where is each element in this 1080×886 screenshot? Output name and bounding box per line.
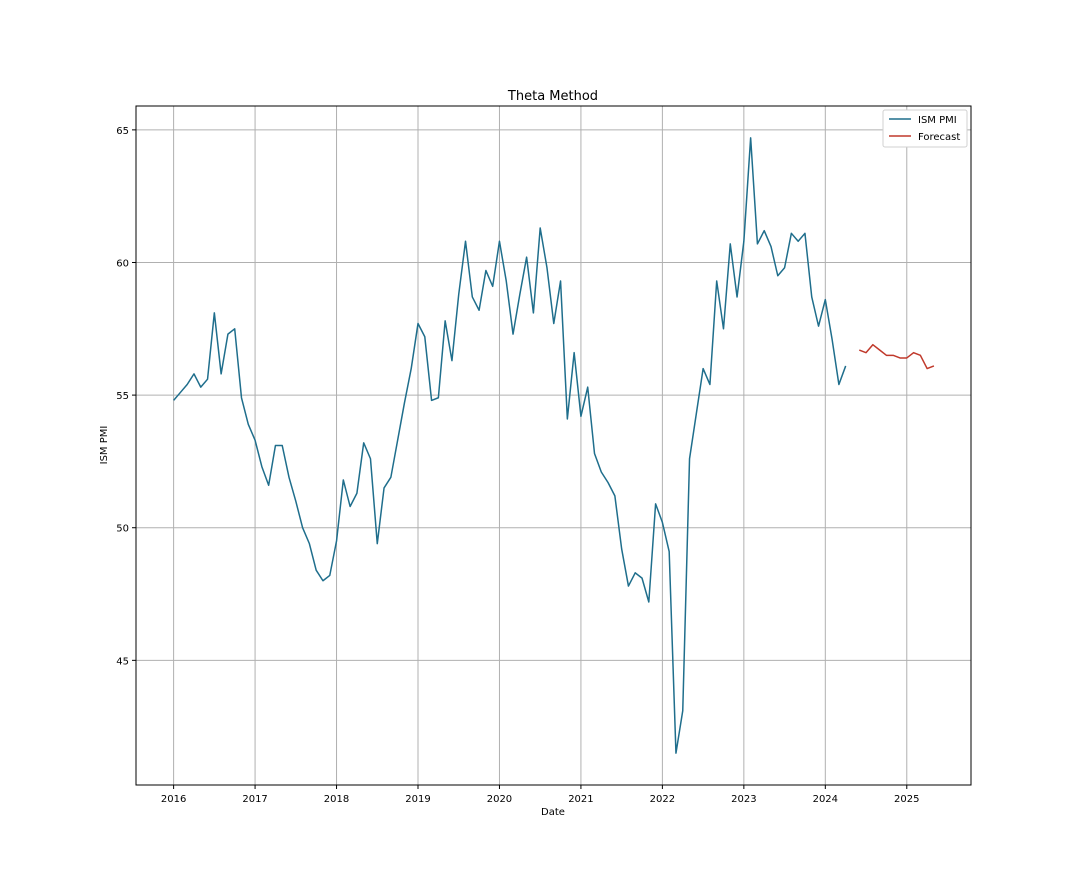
x-tick-label-2021: 2021 bbox=[568, 794, 593, 805]
y-tick-label-60: 60 bbox=[116, 258, 129, 269]
y-axis: 45 50 55 60 65 bbox=[116, 126, 136, 667]
x-tick-label-2019: 2019 bbox=[405, 794, 430, 805]
x-tick-label-2018: 2018 bbox=[324, 794, 349, 805]
y-tick-label-55: 55 bbox=[116, 391, 129, 402]
x-tick-label-2020: 2020 bbox=[487, 794, 512, 805]
chart-title: Theta Method bbox=[507, 89, 598, 104]
legend-label-forecast: Forecast bbox=[918, 132, 960, 143]
grid-lines bbox=[136, 106, 971, 785]
x-tick-label-2025: 2025 bbox=[894, 794, 919, 805]
x-axis-label: Date bbox=[541, 807, 565, 818]
x-tick-label-2024: 2024 bbox=[813, 794, 838, 805]
y-tick-label-45: 45 bbox=[116, 656, 129, 667]
x-axis: 2016 2017 2018 2019 2020 2021 2022 2023 2024 2025 bbox=[161, 785, 920, 805]
x-tick-label-2023: 2023 bbox=[731, 794, 756, 805]
legend-label-ism-pmi: ISM PMI bbox=[918, 115, 957, 126]
y-tick-label-65: 65 bbox=[116, 126, 129, 137]
series-lines bbox=[173, 137, 935, 754]
x-tick-label-2022: 2022 bbox=[650, 794, 675, 805]
series-line-forecast bbox=[858, 343, 935, 370]
legend: ISM PMI Forecast bbox=[882, 109, 968, 148]
x-tick-label-2017: 2017 bbox=[242, 794, 267, 805]
plot-frame bbox=[135, 105, 972, 786]
x-tick-label-2016: 2016 bbox=[161, 794, 186, 805]
series-line-ism-pmi bbox=[173, 137, 847, 754]
y-axis-label: ISM PMI bbox=[99, 426, 110, 465]
y-tick-label-50: 50 bbox=[116, 524, 129, 535]
